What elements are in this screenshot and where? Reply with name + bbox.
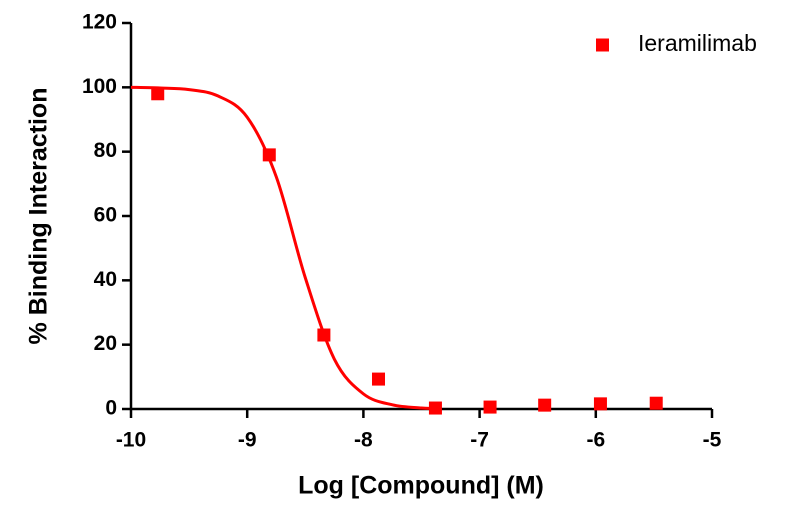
data-point — [428, 401, 442, 415]
y-axis-title: % Binding Interaction — [25, 88, 53, 345]
x-tick-label: -6 — [586, 429, 605, 452]
x-axis-title: Log [Compound] (M) — [298, 472, 544, 500]
y-tick-label: 60 — [94, 204, 117, 227]
data-point — [538, 398, 552, 412]
x-tick-label: -5 — [703, 429, 722, 452]
x-tick-label: -7 — [470, 429, 489, 452]
y-tick-label: 80 — [94, 139, 117, 162]
y-tick-label: 0 — [105, 397, 117, 420]
data-point — [649, 396, 663, 410]
data-point — [593, 397, 607, 411]
data-point — [372, 372, 386, 386]
y-tick-label: 120 — [82, 11, 117, 34]
x-tick-label: -10 — [116, 429, 146, 452]
data-point — [483, 400, 497, 414]
legend-label: Ieramilimab — [638, 30, 757, 56]
data-point — [151, 87, 165, 101]
y-tick-label: 40 — [94, 268, 117, 291]
legend-marker — [596, 38, 609, 52]
y-tick-label: 100 — [82, 75, 117, 98]
x-tick-label: -8 — [354, 429, 373, 452]
fit-curve — [130, 85, 434, 410]
y-tick-label: 20 — [94, 332, 117, 355]
x-tick-label: -9 — [238, 429, 257, 452]
